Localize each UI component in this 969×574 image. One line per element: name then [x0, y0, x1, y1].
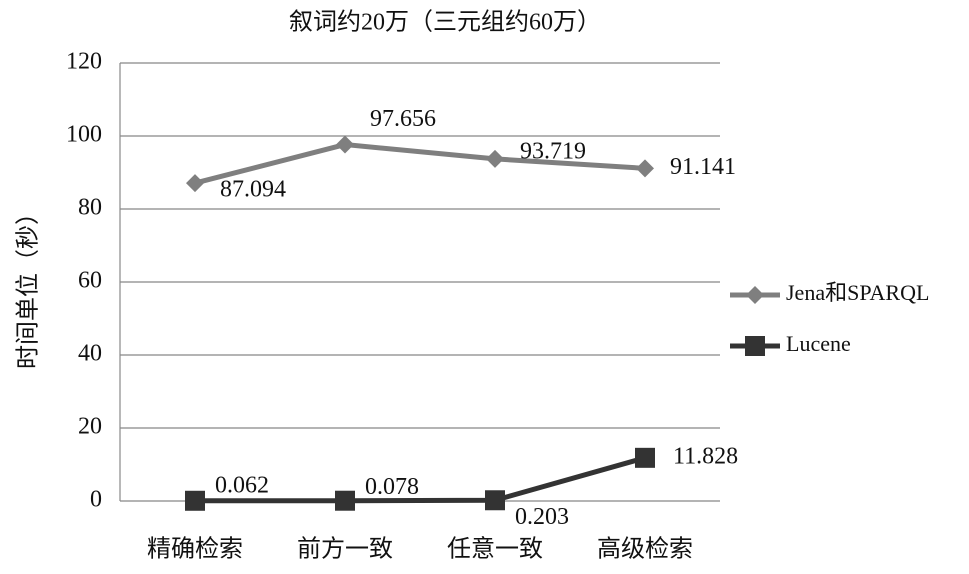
marker — [485, 490, 505, 511]
x-tick-label: 任意一致 — [447, 536, 543, 563]
marker — [636, 159, 654, 178]
y-tick-label: 80 — [78, 195, 102, 221]
series-line — [194, 142, 646, 186]
marker — [745, 336, 765, 356]
y-tick-label: 60 — [78, 268, 102, 294]
data-label: 0.062 — [215, 472, 269, 498]
y-axis-label: 时间单位（秒） — [15, 201, 42, 369]
marker — [336, 135, 354, 154]
x-tick-label: 前方一致 — [297, 536, 393, 563]
y-tick-label: 20 — [78, 414, 102, 440]
data-label: 97.656 — [370, 106, 436, 132]
chart-title: 叙词约20万（三元组约60万） — [289, 9, 601, 36]
series-line — [194, 455, 646, 504]
marker — [746, 286, 764, 304]
x-tick-label: 高级检索 — [597, 536, 693, 563]
data-label: 0.203 — [515, 504, 569, 530]
y-tick-label: 0 — [90, 487, 102, 513]
marker — [635, 447, 655, 468]
data-label: 0.078 — [365, 474, 419, 500]
y-tick-label: 100 — [66, 122, 102, 148]
y-tick-label: 40 — [78, 341, 102, 367]
marker — [185, 490, 205, 511]
legend-label: Lucene — [786, 331, 851, 356]
data-label: 91.141 — [670, 154, 736, 180]
marker — [335, 490, 355, 511]
data-label: 93.719 — [520, 138, 586, 164]
x-tick-label: 精确检索 — [147, 536, 243, 563]
y-tick-label: 120 — [66, 49, 102, 75]
legend-label: Jena和SPARQL — [786, 280, 929, 305]
marker — [186, 174, 204, 193]
data-label: 11.828 — [673, 443, 738, 469]
data-label: 87.094 — [220, 177, 286, 203]
marker — [486, 149, 504, 168]
